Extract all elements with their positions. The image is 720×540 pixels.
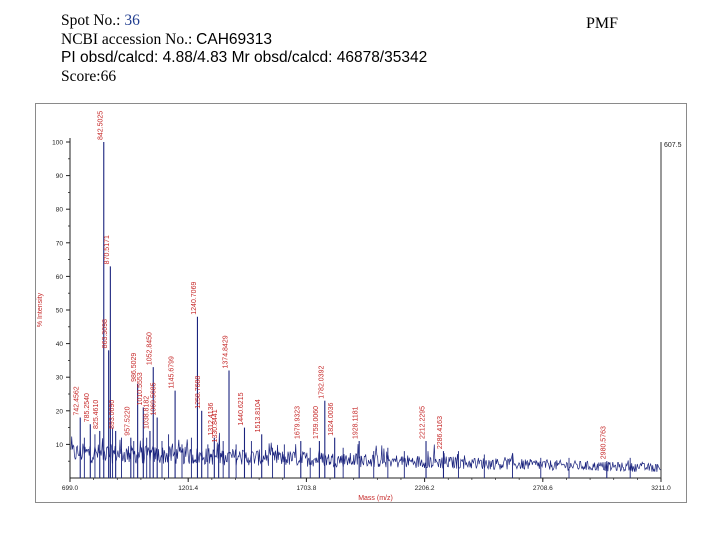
spot-number-label: Spot No.: xyxy=(61,12,125,29)
peak-label: 957.5220 xyxy=(124,406,131,435)
peak-label: 1038.8182 xyxy=(143,396,150,429)
accession-value: CAH69313 xyxy=(196,30,272,48)
peak-label: 2980.5763 xyxy=(600,426,607,459)
peak-label: 1240.7069 xyxy=(191,282,198,315)
y-tick-label: 80 xyxy=(56,207,64,214)
y-tick-label: 20 xyxy=(56,408,64,415)
y-tick-label: 100 xyxy=(52,140,63,147)
peak-label: 825.4610 xyxy=(93,400,100,429)
spectrum-chart: 10 20 30 40 50 60 70 80 90 100 699.0 1201.4 1703.8 22… xyxy=(35,103,687,503)
peak-label: 870.5171 xyxy=(104,235,111,264)
peak-label: 1374.8429 xyxy=(223,335,230,368)
spot-number-line: Spot No.: 36 xyxy=(61,12,531,31)
x-tick-label: 2708.6 xyxy=(533,485,553,492)
peak-label: 2212.2295 xyxy=(420,406,427,439)
x-tick-label: 2206.2 xyxy=(415,485,435,492)
peak-label: 1312.4136 xyxy=(208,402,215,435)
y-tick-label: 10 xyxy=(56,442,64,449)
peak-label: 1928.1181 xyxy=(353,406,360,439)
spectrum-svg: 10 20 30 40 50 60 70 80 90 100 699.0 1201.4 1703.8 22… xyxy=(37,111,682,502)
peak-label: 2286.4163 xyxy=(437,416,444,449)
pi-mr-line: PI obsd/calcd: 4.88/4.83 Mr obsd/calcd: … xyxy=(61,49,428,66)
peak-label: 1759.0060 xyxy=(313,406,320,439)
peak-label: 1440.6215 xyxy=(238,392,245,425)
peak-label: 1010.5553 xyxy=(137,372,144,405)
peak-label: 1052.8450 xyxy=(147,332,154,365)
accession-label: NCBI accession No.: xyxy=(61,30,197,48)
y-tick-label: 60 xyxy=(56,274,64,281)
y-axis-label: % Intensity xyxy=(37,292,44,327)
x-tick-label: 3211.0 xyxy=(651,485,671,492)
y-tick-label: 90 xyxy=(56,173,64,180)
method-label: PMF xyxy=(586,15,619,32)
peak-label: 1679.9323 xyxy=(294,406,301,439)
x-axis-label: Mass (m/z) xyxy=(358,495,393,502)
peak-label: 986.5029 xyxy=(131,353,138,382)
peak-label: 1258.7688 xyxy=(195,376,202,409)
peak-label: 1069.5685 xyxy=(151,382,158,415)
peak-label: 1145.6799 xyxy=(169,356,176,389)
y-tick-label: 30 xyxy=(56,375,64,382)
peak-label: 1782.0392 xyxy=(318,366,325,399)
y-tick-label: 70 xyxy=(56,240,64,247)
peak-label: 893.0690 xyxy=(109,400,116,429)
peak-label: 842.5025 xyxy=(97,111,104,140)
max-intensity-label: 607.5 xyxy=(664,142,682,149)
peak-label: 1824.0036 xyxy=(328,402,335,435)
x-tick-label: 1201.4 xyxy=(178,485,198,492)
x-tick-label: 1703.8 xyxy=(296,485,316,492)
peak-label: 785.2540 xyxy=(84,393,91,422)
peak-label: 1330.8441 xyxy=(212,409,219,442)
peak-label: 742.4562 xyxy=(74,386,81,415)
spectrum-baseline xyxy=(70,432,661,473)
peak-label: 1513.8104 xyxy=(255,399,262,432)
y-tick-label: 50 xyxy=(56,308,64,315)
spot-number-value: 36 xyxy=(124,12,140,29)
y-tick-label: 40 xyxy=(56,341,64,348)
peak-label: 863.3098 xyxy=(102,319,109,348)
score-line: Score:66 xyxy=(61,67,117,85)
x-tick-label: 699.0 xyxy=(62,485,79,492)
accession-line: NCBI accession No.: CAH69313 xyxy=(61,31,531,50)
spot-info-header: Spot No.: 36 NCBI accession No.: CAH6931… xyxy=(61,12,531,86)
